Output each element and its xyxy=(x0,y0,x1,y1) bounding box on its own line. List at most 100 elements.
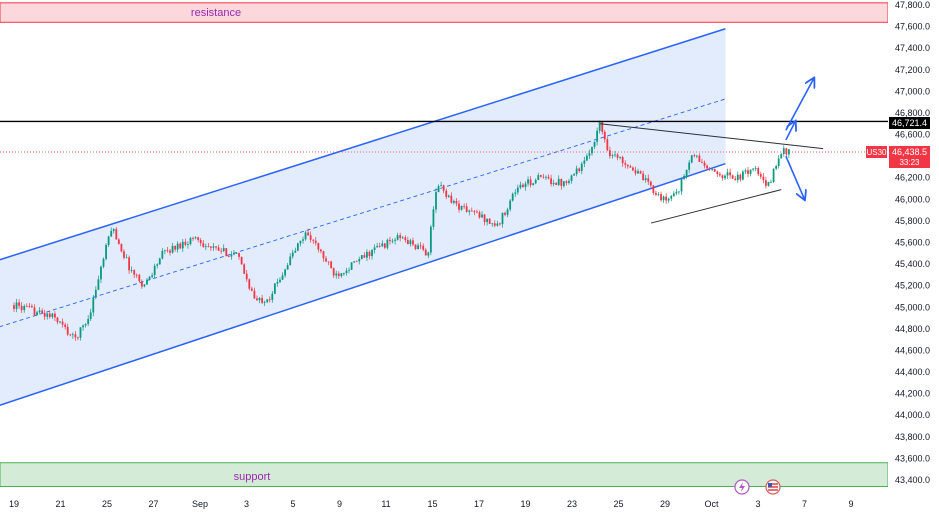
candle-body xyxy=(429,226,432,253)
candle-body xyxy=(624,163,627,165)
candle-body xyxy=(660,194,662,201)
candle-body xyxy=(299,240,302,244)
candle-body xyxy=(345,270,348,274)
candle-body xyxy=(406,240,409,245)
resistance-label: resistance xyxy=(191,7,241,19)
candle-body xyxy=(31,306,33,308)
candle-body xyxy=(28,306,31,307)
x-tick-label: 5 xyxy=(290,499,295,509)
y-tick-label: 44,800.0 xyxy=(895,324,930,334)
candle-body xyxy=(48,313,51,317)
level-badge[interactable]: 46,721.4 xyxy=(889,117,930,129)
candle-body xyxy=(238,253,240,257)
candle-body xyxy=(695,155,698,157)
candle-body xyxy=(117,239,120,244)
candle-body xyxy=(176,243,179,250)
candle-body xyxy=(557,178,560,185)
candle-body xyxy=(509,200,512,210)
candle-body xyxy=(601,121,604,132)
candle-body xyxy=(483,214,486,223)
candle-body xyxy=(401,237,404,239)
candle-body xyxy=(268,299,271,301)
candle-body xyxy=(447,195,450,197)
candle-body xyxy=(312,239,315,241)
candle-body xyxy=(38,310,41,313)
candle-body xyxy=(632,167,634,171)
candle-body xyxy=(486,218,489,223)
candle-body xyxy=(591,146,593,154)
candle-body xyxy=(187,244,189,245)
candle-body xyxy=(325,258,327,262)
candle-body xyxy=(721,175,724,179)
candle-body xyxy=(445,190,448,197)
x-tick-label: 19 xyxy=(9,499,19,509)
candle-body xyxy=(97,279,100,290)
candle-body xyxy=(470,210,473,212)
triangle-lower-line xyxy=(650,189,782,224)
candle-body xyxy=(575,168,578,175)
candle-body xyxy=(130,270,133,271)
us-flag-event-icon[interactable] xyxy=(765,479,781,495)
candle-body xyxy=(478,212,481,218)
candle-body xyxy=(670,196,673,199)
candle-body xyxy=(706,165,708,169)
candle-body xyxy=(33,307,36,316)
candle-body xyxy=(780,154,783,159)
candle-body xyxy=(304,232,307,240)
candle-body xyxy=(409,240,412,245)
y-tick-label: 45,000.0 xyxy=(895,302,930,312)
candle-body xyxy=(54,313,56,318)
y-tick-label: 45,200.0 xyxy=(895,281,930,291)
candle-body xyxy=(100,266,102,280)
candle-body xyxy=(550,178,552,185)
x-tick-label: 25 xyxy=(102,499,112,509)
candle-body xyxy=(56,317,59,323)
candle-body xyxy=(217,247,220,251)
candle-body xyxy=(258,298,261,301)
candle-body xyxy=(128,257,130,271)
candle-body xyxy=(156,264,159,266)
candle-body xyxy=(547,176,550,179)
candle-body xyxy=(539,175,542,177)
candle-body xyxy=(463,205,466,207)
channel-upper-line xyxy=(0,28,726,261)
candle-body xyxy=(621,157,624,164)
candle-body xyxy=(92,297,95,313)
candle-body xyxy=(460,205,463,210)
candle-body xyxy=(665,196,668,201)
candle-body xyxy=(762,176,765,181)
candle-body xyxy=(276,282,279,284)
candle-body xyxy=(41,310,44,313)
candle-body xyxy=(112,229,115,231)
candle-body xyxy=(726,172,729,176)
candle-body xyxy=(688,162,691,170)
candle-body xyxy=(133,270,136,275)
candle-body xyxy=(192,238,194,239)
candle-body xyxy=(314,240,317,243)
candle-body xyxy=(465,206,468,212)
candle-body xyxy=(701,161,703,163)
x-tick-label: 9 xyxy=(848,499,853,509)
candle-body xyxy=(511,193,514,201)
candle-body xyxy=(749,169,752,174)
candle-body xyxy=(644,178,647,181)
candle-body xyxy=(151,275,154,277)
price-badge[interactable]: US30 46,438.5 33:23 xyxy=(866,146,930,168)
candle-body xyxy=(138,274,141,282)
lightning-event-icon[interactable] xyxy=(734,479,750,495)
candle-body xyxy=(46,313,49,317)
candle-body xyxy=(514,192,517,194)
candle-body xyxy=(189,238,192,245)
y-tick-label: 47,400.0 xyxy=(895,43,930,53)
candle-body xyxy=(629,166,632,168)
candle-body xyxy=(552,182,555,185)
y-tick-label: 44,600.0 xyxy=(895,345,930,355)
candle-body xyxy=(148,276,151,280)
candle-body xyxy=(23,305,26,311)
candle-body xyxy=(381,243,384,247)
candle-body xyxy=(256,298,258,301)
candle-body xyxy=(174,245,177,250)
y-tick-label: 45,800.0 xyxy=(895,216,930,226)
candle-body xyxy=(777,158,780,167)
